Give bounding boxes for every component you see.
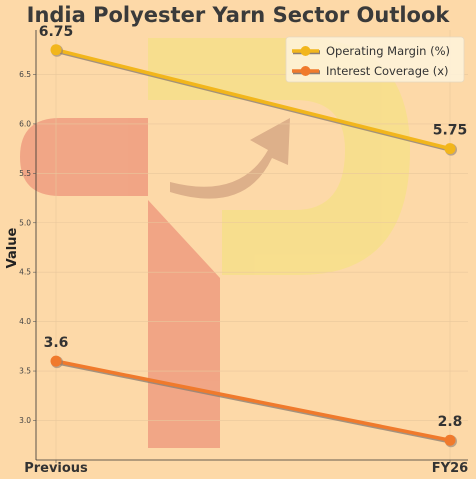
y-tick-label: 5.0: [19, 218, 31, 227]
series-group: [50, 44, 457, 448]
y-axis-ticks: 3.0 3.5 4.0 4.5 5.0 5.5 6.0 6.5: [19, 70, 36, 425]
grid: [36, 30, 468, 460]
data-label: 3.6: [44, 335, 69, 351]
x-tick-label: Previous: [24, 461, 88, 476]
y-tick-label: 3.5: [19, 367, 31, 376]
data-point: [50, 355, 62, 367]
legend: Operating Margin (%) Interest Coverage (x…: [285, 36, 465, 83]
legend-box: [285, 36, 465, 83]
y-axis-label: Value: [5, 227, 20, 268]
watermark-p-bowl: [148, 38, 410, 275]
y-tick-label: 6.5: [19, 70, 31, 79]
axes: [35, 30, 468, 461]
data-point: [444, 143, 456, 155]
data-labels: 6.75 5.75 3.6 2.8: [39, 24, 468, 430]
x-axis-ticks: Previous FY26: [24, 460, 468, 476]
y-tick-label: 4.5: [19, 268, 31, 277]
legend-entry-label: Interest Coverage (x): [326, 64, 449, 78]
y-tick-label: 4.0: [19, 317, 31, 326]
watermark-logo: [20, 38, 410, 448]
series-line: [54, 359, 452, 442]
legend-swatch-marker: [300, 66, 311, 76]
series-line: [54, 48, 452, 151]
data-point: [50, 44, 62, 56]
chart-title: India Polyester Yarn Sector Outlook: [27, 3, 451, 27]
watermark-arrow-icon: [170, 118, 290, 199]
data-label: 2.8: [438, 414, 463, 430]
legend-swatch-marker: [300, 46, 311, 56]
data-point: [444, 434, 456, 446]
y-tick-label: 6.0: [19, 119, 31, 128]
data-label: 5.75: [433, 123, 468, 139]
watermark-left-bar: [20, 118, 148, 196]
legend-entry-label: Operating Margin (%): [326, 44, 450, 58]
y-tick-label: 5.5: [19, 169, 31, 178]
x-tick-label: FY26: [432, 461, 468, 476]
y-tick-label: 3.0: [19, 416, 31, 425]
data-label: 6.75: [39, 24, 74, 40]
